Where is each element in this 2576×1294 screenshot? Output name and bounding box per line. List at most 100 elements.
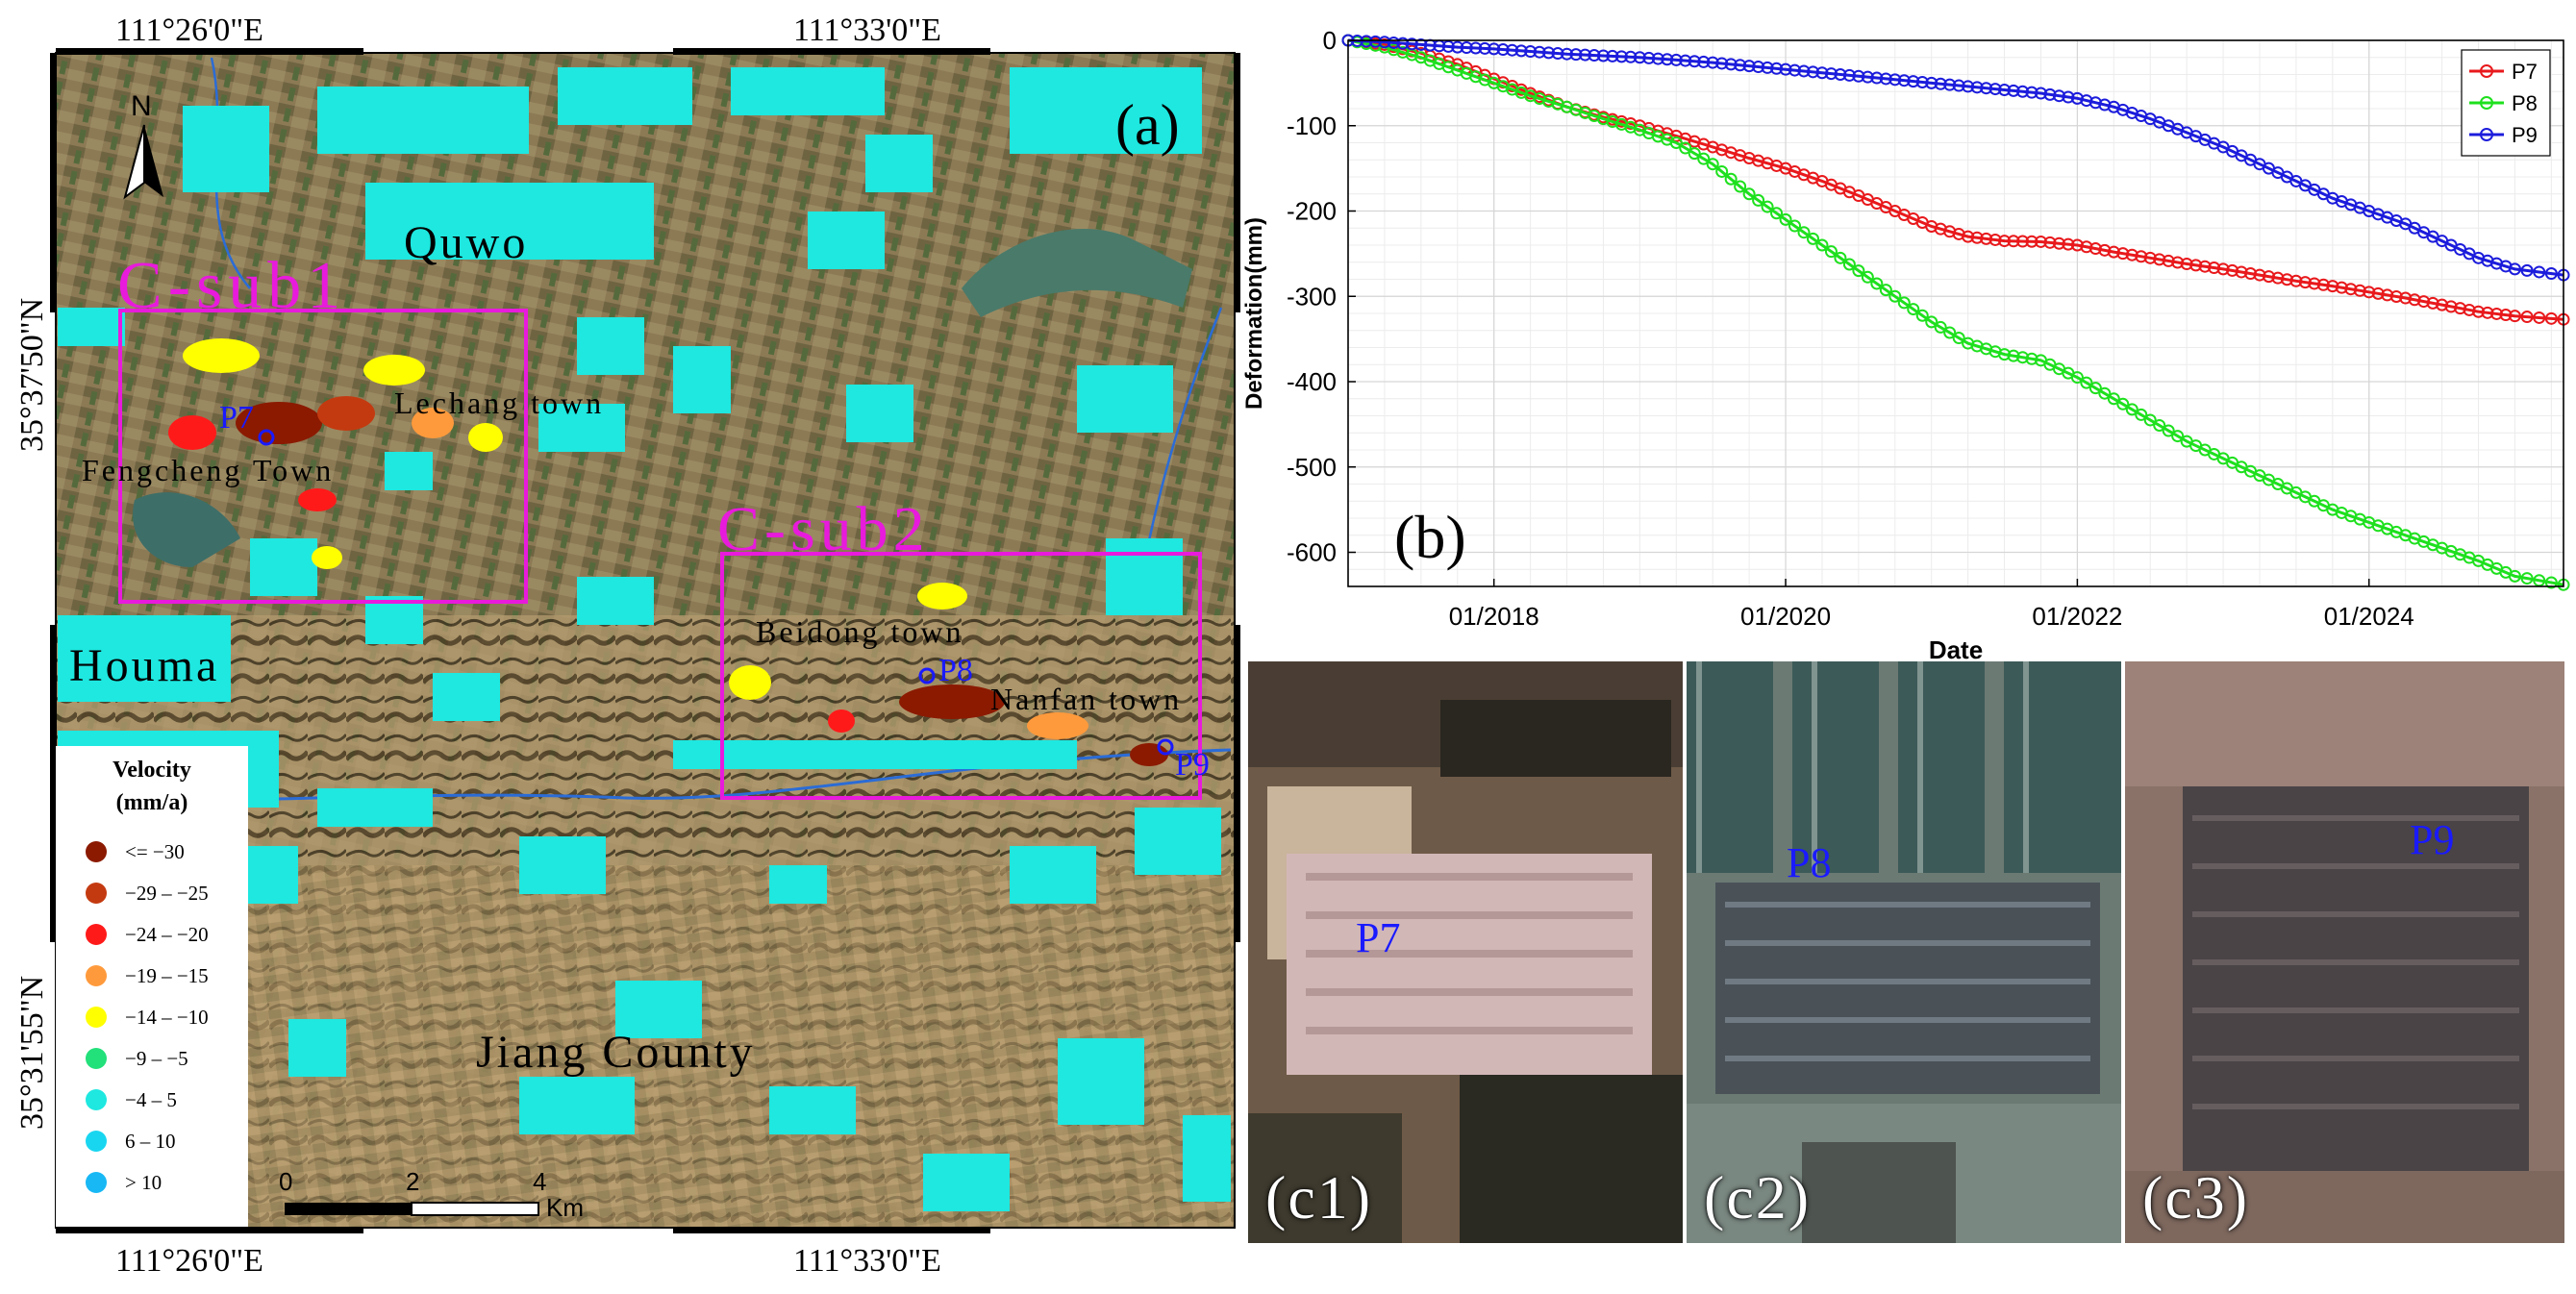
series-point-p7: [2125, 248, 2138, 261]
x-axis-label: Date: [1929, 635, 1983, 663]
y-tick-label: -200: [1287, 197, 1337, 226]
series-point-p8: [1925, 315, 1938, 329]
label-c-sub2: C-sub2: [717, 494, 930, 564]
series-point-p9: [1761, 61, 1774, 74]
series-point-p8: [1715, 164, 1729, 178]
legend-label: −4 – 5: [125, 1088, 177, 1111]
photo-c2: P8 (c2): [1687, 661, 2121, 1243]
series-point-p8: [1861, 270, 1874, 284]
legend-label: 6 – 10: [125, 1130, 176, 1153]
series-point-p9: [1642, 51, 1656, 64]
series-point-p7: [2180, 258, 2193, 271]
series-point-p7: [1988, 233, 2002, 246]
satellite-image-c2: [1687, 661, 2121, 1243]
series-point-p9: [1669, 53, 1683, 66]
series-point-p9: [1378, 36, 1391, 49]
series-point-p7: [2016, 235, 2030, 248]
legend-label: −9 – −5: [125, 1047, 188, 1070]
series-point-p8: [1852, 264, 1865, 278]
x-tick-label: 01/2020: [1740, 602, 1831, 631]
series-point-p7: [2062, 237, 2075, 251]
series-point-p8: [2007, 349, 2020, 362]
series-line-p8: [1347, 38, 2564, 586]
legend-title: Velocity: [113, 758, 191, 783]
series-point-p9: [1934, 77, 1947, 90]
legend-swatch: [86, 1007, 107, 1028]
series-point-p9: [2544, 267, 2558, 281]
y-tick-label: 0: [1323, 26, 1337, 55]
series-point-p7: [2162, 254, 2175, 267]
series-point-p8: [1779, 212, 1792, 226]
series-point-p7: [2426, 296, 2439, 310]
series-point-p9: [1806, 65, 1819, 79]
series-point-p9: [1533, 45, 1546, 59]
series-point-p9: [1496, 43, 1510, 57]
series-point-p7: [2308, 277, 2321, 290]
series-point-p7: [2544, 311, 2558, 325]
series-point-p8: [2544, 576, 2558, 589]
series-point-p9: [1824, 67, 1838, 81]
series-point-p7: [1962, 230, 1975, 243]
series-point-p8: [1788, 219, 1802, 233]
series-point-p8: [1907, 303, 1920, 316]
series-point-p8: [2135, 408, 2148, 421]
series-point-p7: [2389, 289, 2403, 303]
series-point-p8: [1724, 172, 1738, 186]
series-point-p7: [2135, 250, 2148, 263]
box-c-sub1: [118, 309, 528, 604]
series-point-p8: [2025, 352, 2038, 365]
series-point-p7: [2444, 300, 2458, 313]
satellite-image-c1: [1248, 661, 1683, 1243]
series-point-p8: [2520, 572, 2534, 585]
series-point-p8: [1669, 137, 1683, 149]
series-point-p7: [2436, 298, 2449, 311]
series-point-p9: [1542, 46, 1556, 60]
series-point-p9: [1441, 39, 1455, 53]
series-point-p9: [2043, 87, 2057, 101]
coord-bottom-left: 111°26'0"E: [115, 1243, 263, 1279]
series-point-p7: [2326, 280, 2339, 293]
series-point-p9: [1561, 47, 1574, 61]
photo-point-p7: P7: [1356, 914, 1401, 961]
series-point-p9: [2533, 265, 2546, 279]
series-point-p8: [1897, 296, 1911, 310]
photo-point-p9: P9: [2410, 816, 2455, 863]
y-tick-label: -100: [1287, 112, 1337, 140]
series-point-p9: [1962, 80, 1975, 93]
plot-border: [1347, 39, 2564, 587]
series-point-p9: [1414, 37, 1428, 51]
subsidence-clusters: [168, 338, 1168, 766]
series-point-p8: [2171, 430, 2185, 443]
deformation-chart: 0 -100 -200 -300 -400 -500 -600 01/2018 01/2020 0…: [1241, 26, 2570, 664]
series-point-p7: [2417, 295, 2431, 309]
series-point-p8: [1870, 277, 1884, 290]
legend-entry-p7: P7: [2512, 60, 2538, 84]
series-point-p7: [2208, 261, 2221, 275]
series-point-p7: [2280, 273, 2293, 286]
series-point-p9: [1624, 50, 1638, 63]
place-houma: Houma: [69, 640, 219, 691]
x-tick-label: 01/2024: [2324, 602, 2414, 631]
series-point-p8: [2016, 351, 2030, 364]
series-point-p9: [1614, 50, 1628, 63]
photo-label-c3: (c3): [2142, 1163, 2250, 1232]
series-point-p7: [2454, 302, 2467, 315]
series-point-p9: [2025, 86, 2038, 99]
velocity-map: C-sub1 C-sub2 Quwo Houma Jiang County Le…: [14, 12, 1240, 1279]
series-point-p7: [2489, 307, 2503, 320]
series-point-p7: [1980, 232, 1993, 245]
series-point-p7: [2107, 245, 2120, 259]
coord-left-upper: 35°37'50"N: [14, 298, 50, 452]
map-border: [50, 48, 1240, 1233]
legend-marker-p8: [2480, 96, 2493, 110]
series-point-p9: [1697, 55, 1711, 68]
series-point-p7: [2034, 235, 2047, 248]
series-point-p8: [2098, 386, 2112, 400]
series-point-p8: [1734, 180, 1747, 193]
series-point-p8: [1797, 226, 1811, 239]
series-point-p8: [1952, 332, 1965, 345]
series-point-p8: [1888, 289, 1902, 303]
series-point-p8: [1824, 245, 1838, 259]
velocity-legend: Velocity (mm/a) <= −30 −29 – −25 −24 – −20…: [56, 746, 248, 1227]
series-point-p7: [2381, 288, 2394, 302]
